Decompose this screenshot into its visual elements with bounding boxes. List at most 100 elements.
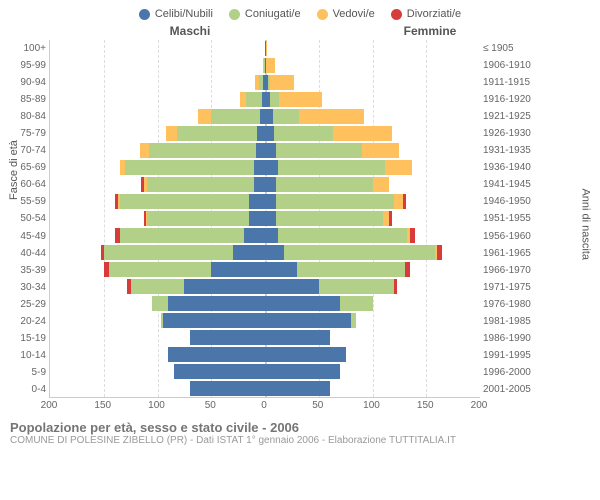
pyramid-row	[50, 347, 480, 362]
header-female: Femmine	[320, 24, 600, 38]
bar-segment	[163, 313, 265, 328]
age-tick: 60-64	[0, 176, 46, 193]
year-tick: 1956-1960	[483, 228, 541, 245]
legend-label: Coniugati/e	[245, 8, 301, 20]
bar-segment	[265, 143, 276, 158]
bar-segment	[279, 92, 322, 107]
year-tick: 1936-1940	[483, 159, 541, 176]
bar-segment	[265, 177, 276, 192]
bar-segment	[278, 160, 386, 175]
pyramid-row	[50, 160, 480, 175]
age-tick: 5-9	[0, 364, 46, 381]
pyramid-row	[50, 92, 480, 107]
x-tick: 100	[363, 400, 380, 411]
x-tick: 100	[148, 400, 165, 411]
pyramid-row	[50, 75, 480, 90]
legend-item: Celibi/Nubili	[139, 8, 213, 20]
pyramid-row	[50, 177, 480, 192]
bar-segment	[131, 279, 185, 294]
bar-segment	[256, 143, 265, 158]
pyramid-row	[50, 109, 480, 124]
age-tick: 55-59	[0, 193, 46, 210]
pyramid-row	[50, 296, 480, 311]
bar-segment	[265, 211, 276, 226]
x-tick: 200	[41, 400, 58, 411]
age-tick: 70-74	[0, 142, 46, 159]
year-tick: 1931-1935	[483, 142, 541, 159]
bar-segment	[276, 143, 362, 158]
bar-segment	[394, 279, 397, 294]
pyramid-row	[50, 58, 480, 73]
bar-segment	[198, 109, 211, 124]
x-tick: 0	[261, 400, 267, 411]
legend: Celibi/NubiliConiugati/eVedovi/eDivorzia…	[0, 0, 600, 24]
bar-segment	[270, 92, 279, 107]
age-tick: 20-24	[0, 313, 46, 330]
pyramid-row	[50, 228, 480, 243]
bar-segment	[168, 347, 265, 362]
bar-segment	[373, 177, 389, 192]
bar-segment	[265, 109, 273, 124]
age-tick: 50-54	[0, 210, 46, 227]
pyramid-row	[50, 126, 480, 141]
bar-segment	[278, 228, 407, 243]
bar-segment	[177, 126, 258, 141]
bar-segment	[265, 160, 278, 175]
year-tick: 1996-2000	[483, 364, 541, 381]
bar-segment	[254, 177, 265, 192]
age-tick: 10-14	[0, 347, 46, 364]
bar-segment	[265, 228, 278, 243]
legend-dot-icon	[229, 9, 240, 20]
age-tick: 95-99	[0, 57, 46, 74]
year-tick: 1986-1990	[483, 330, 541, 347]
age-tick: 90-94	[0, 74, 46, 91]
x-tick: 150	[417, 400, 434, 411]
year-tick: 2001-2005	[483, 381, 541, 398]
age-tick: 100+	[0, 40, 46, 57]
bar-segment	[120, 228, 244, 243]
year-tick: 1981-1985	[483, 313, 541, 330]
year-tick: 1966-1970	[483, 262, 541, 279]
pyramid-row	[50, 245, 480, 260]
bar-segment	[276, 211, 384, 226]
bar-segment	[211, 109, 259, 124]
pyramid-row	[50, 381, 480, 396]
age-tick: 65-69	[0, 159, 46, 176]
bar-segment	[249, 211, 265, 226]
bar-segment	[166, 126, 177, 141]
bar-segment	[233, 245, 265, 260]
bar-segment	[174, 364, 265, 379]
year-tick: 1906-1910	[483, 57, 541, 74]
legend-dot-icon	[139, 9, 150, 20]
year-tick: 1941-1945	[483, 176, 541, 193]
age-tick: 45-49	[0, 228, 46, 245]
bar-segment	[249, 194, 265, 209]
bar-segment	[299, 109, 364, 124]
bar-segment	[109, 262, 211, 277]
bar-segment	[168, 296, 265, 311]
bar-segment	[437, 245, 442, 260]
bar-segment	[244, 228, 266, 243]
bar-segment	[147, 177, 255, 192]
bar-segment	[410, 228, 415, 243]
bar-segment	[265, 347, 346, 362]
bar-segment	[389, 211, 392, 226]
gender-headers: Maschi Femmine	[0, 24, 600, 40]
bar-segment	[265, 279, 319, 294]
bar-segment	[405, 262, 410, 277]
bar-segment	[246, 92, 262, 107]
age-tick: 15-19	[0, 330, 46, 347]
x-tick: 50	[205, 400, 216, 411]
pyramid-row	[50, 279, 480, 294]
chart-area: 100+95-9990-9485-8980-8475-7970-7465-696…	[0, 40, 600, 398]
x-tick: 50	[312, 400, 323, 411]
bar-segment	[140, 143, 149, 158]
bar-segment	[265, 330, 330, 345]
bar-segment	[319, 279, 394, 294]
x-tick: 150	[94, 400, 111, 411]
legend-label: Vedovi/e	[333, 8, 375, 20]
bar-segment	[394, 194, 403, 209]
bar-segment	[273, 109, 300, 124]
bar-segment	[265, 313, 351, 328]
year-tick: ≤ 1905	[483, 40, 541, 57]
